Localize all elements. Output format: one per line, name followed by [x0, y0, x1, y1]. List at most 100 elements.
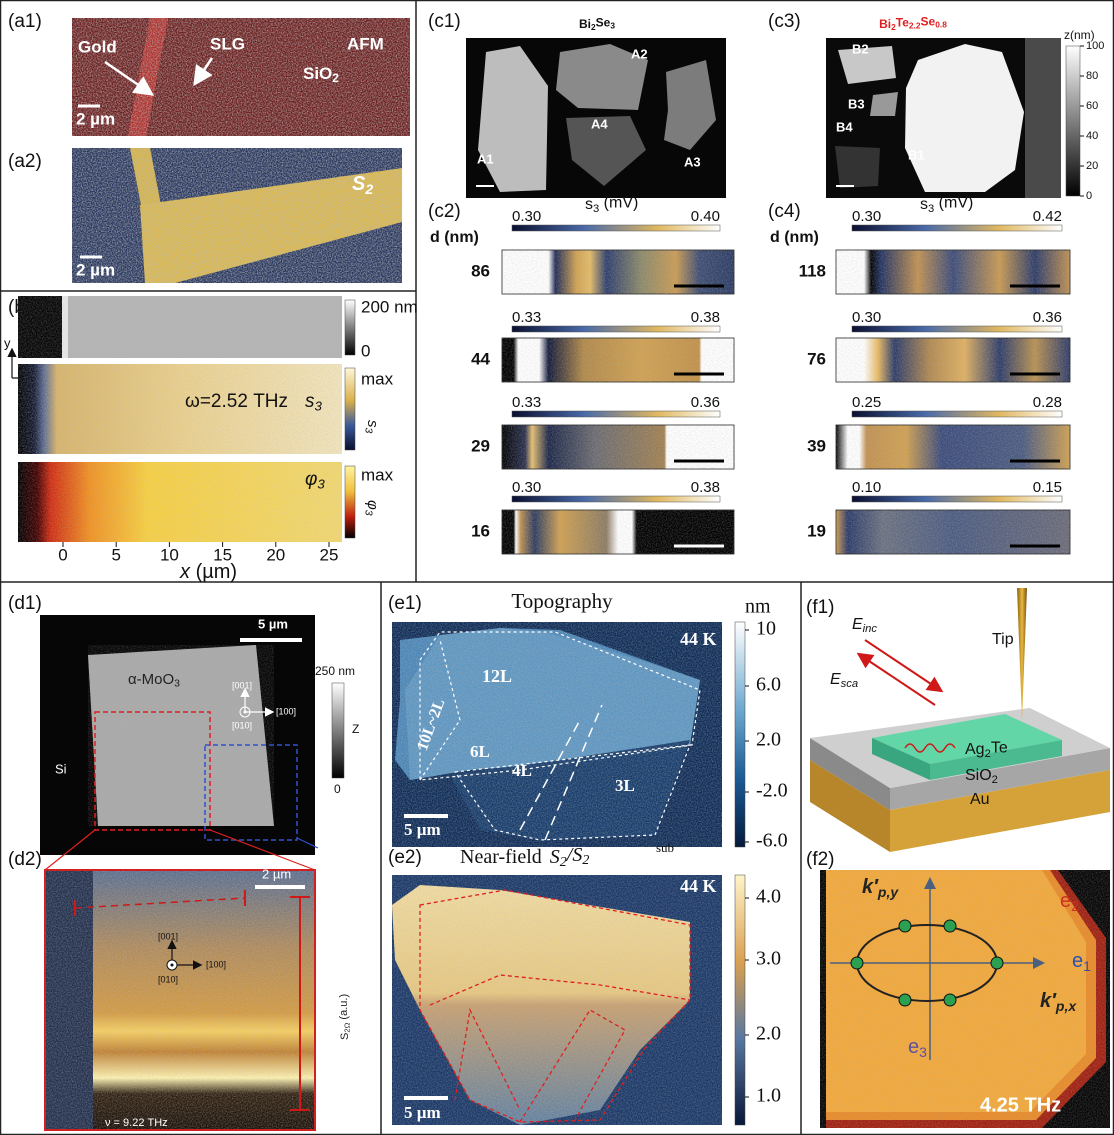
tip-label: Tip: [992, 631, 1014, 648]
panel-label: (d1): [8, 593, 42, 614]
mode-point: [944, 994, 956, 1006]
x-tick-label: 20: [266, 545, 285, 564]
panel-label: (c3): [768, 11, 801, 32]
colorbar-min: 0.30: [852, 208, 881, 225]
colorbar-min: 0.33: [512, 309, 541, 326]
colorbar-title: Z: [352, 722, 359, 736]
mode-point: [899, 920, 911, 932]
colorbar-tick-label: 10: [756, 618, 776, 640]
panel-label: (c4): [768, 201, 801, 222]
text-part: Bi: [879, 17, 891, 31]
text-part: s: [305, 391, 315, 412]
subscript: 3: [919, 1044, 927, 1060]
direction-label: [001]: [232, 680, 252, 690]
x-axis-var: x: [179, 561, 191, 583]
colorbar-tick-label: 60: [1086, 100, 1098, 112]
x-tick-label: 5: [111, 545, 120, 564]
panel-title: Bi2Te2.2Se0.8: [879, 15, 947, 33]
colorbar-title: s3: [363, 420, 381, 434]
colorbar-label: max: [361, 369, 394, 388]
subscript: 2.2: [909, 21, 921, 31]
axis-origin: [244, 711, 247, 714]
text-part: k′: [1040, 990, 1057, 1012]
temperature-label: 44 K: [680, 629, 717, 649]
panel-title: Topography: [511, 589, 613, 613]
graphic: 100806040200: [1080, 40, 1104, 202]
text-part: S: [550, 846, 560, 868]
topography-edge: [18, 296, 62, 358]
annotation: SLG: [210, 34, 245, 53]
topography-edge: [62, 296, 68, 358]
flake: [905, 44, 1024, 192]
colorbar-label: 0: [334, 782, 341, 796]
direction-label: [001]: [158, 931, 178, 941]
x-tick-label: 25: [320, 545, 339, 564]
subscript: 1: [1083, 958, 1091, 974]
flake-label: B2: [852, 41, 869, 56]
axis-label: y: [4, 335, 11, 350]
subscript: 3: [610, 21, 615, 31]
scale-label: 2 µm: [76, 260, 115, 279]
flake-label: A1: [477, 151, 494, 166]
flake-label: B1: [908, 147, 925, 162]
frequency-label: ω=2.52 THz: [185, 391, 288, 412]
phase-image: [18, 462, 342, 542]
subscript: 3: [174, 677, 180, 689]
panel-title: Bi2Se3: [579, 16, 615, 32]
colorbar-tick-label: 4.0: [756, 886, 781, 908]
colorbar-tick-label: 20: [1086, 160, 1098, 172]
flake: [870, 92, 898, 116]
colorbar-tick-label: 0: [1086, 190, 1092, 202]
direction-label: [010]: [232, 720, 252, 730]
thickness-label: 118: [799, 261, 826, 280]
material-label: Au: [970, 791, 990, 808]
panel-label: (f2): [806, 849, 835, 870]
colorbar: [512, 496, 720, 502]
colorbar: [512, 225, 720, 231]
direction-label: [010]: [158, 974, 178, 984]
subscript: sca: [841, 678, 858, 690]
temperature-label: 44 K: [680, 876, 717, 896]
thickness-label: 29: [471, 436, 490, 455]
colorbar-min: 0.30: [852, 309, 881, 326]
text-part: E: [852, 616, 863, 633]
colorbar-title: φ3: [363, 500, 381, 516]
axis-origin: [171, 964, 174, 967]
colorbar-max: 0.38: [691, 479, 720, 496]
frequency-label: ν = 9.22 THz: [105, 1117, 168, 1129]
colorbar-max: 0.28: [1033, 394, 1062, 411]
figure: (a1) Gold SLG AFM SiO2 2 µm (a2) S2 2 µm…: [0, 0, 1114, 1135]
layer-label: 3L: [615, 776, 635, 795]
colorbar: [735, 622, 745, 847]
colorbar-max: 0.40: [691, 208, 720, 225]
title-text: Near-field: [460, 846, 542, 868]
colorbar-label: 0: [361, 341, 370, 360]
colorbar-max: 0.38: [691, 309, 720, 326]
thickness-label: 19: [807, 521, 826, 540]
column-header: d (nm): [430, 229, 479, 246]
panel-label: (a2): [8, 151, 42, 172]
panel-label: (c1): [428, 11, 461, 32]
colorbar-tick-label: 3.0: [756, 948, 781, 970]
flake-label: B3: [848, 96, 865, 111]
panel-label: (a1): [8, 11, 42, 32]
colorbar-tick-label: 100: [1086, 40, 1104, 52]
text-part: φ: [364, 500, 381, 510]
subscript: 2: [332, 71, 339, 85]
text-part: S: [339, 1033, 351, 1040]
flake-label: A3: [684, 154, 701, 169]
mode-point: [991, 957, 1003, 969]
flake: [88, 645, 274, 826]
colorbar-label: 250 nm: [315, 664, 355, 678]
text-part: φ: [305, 469, 317, 490]
flake-label: A4: [591, 116, 608, 131]
scale-label: 5 µm: [404, 820, 441, 839]
layer-label: 6L: [470, 742, 490, 761]
text-part: e: [1060, 890, 1071, 912]
text-part: (a.u.): [338, 994, 350, 1023]
colorbar: [852, 496, 1062, 502]
colorbar-title: nm: [745, 596, 771, 618]
colorbar-tick-label: -2.0: [756, 780, 788, 802]
scale-label: 5 µm: [404, 1103, 441, 1122]
text-part: e: [908, 1036, 919, 1058]
